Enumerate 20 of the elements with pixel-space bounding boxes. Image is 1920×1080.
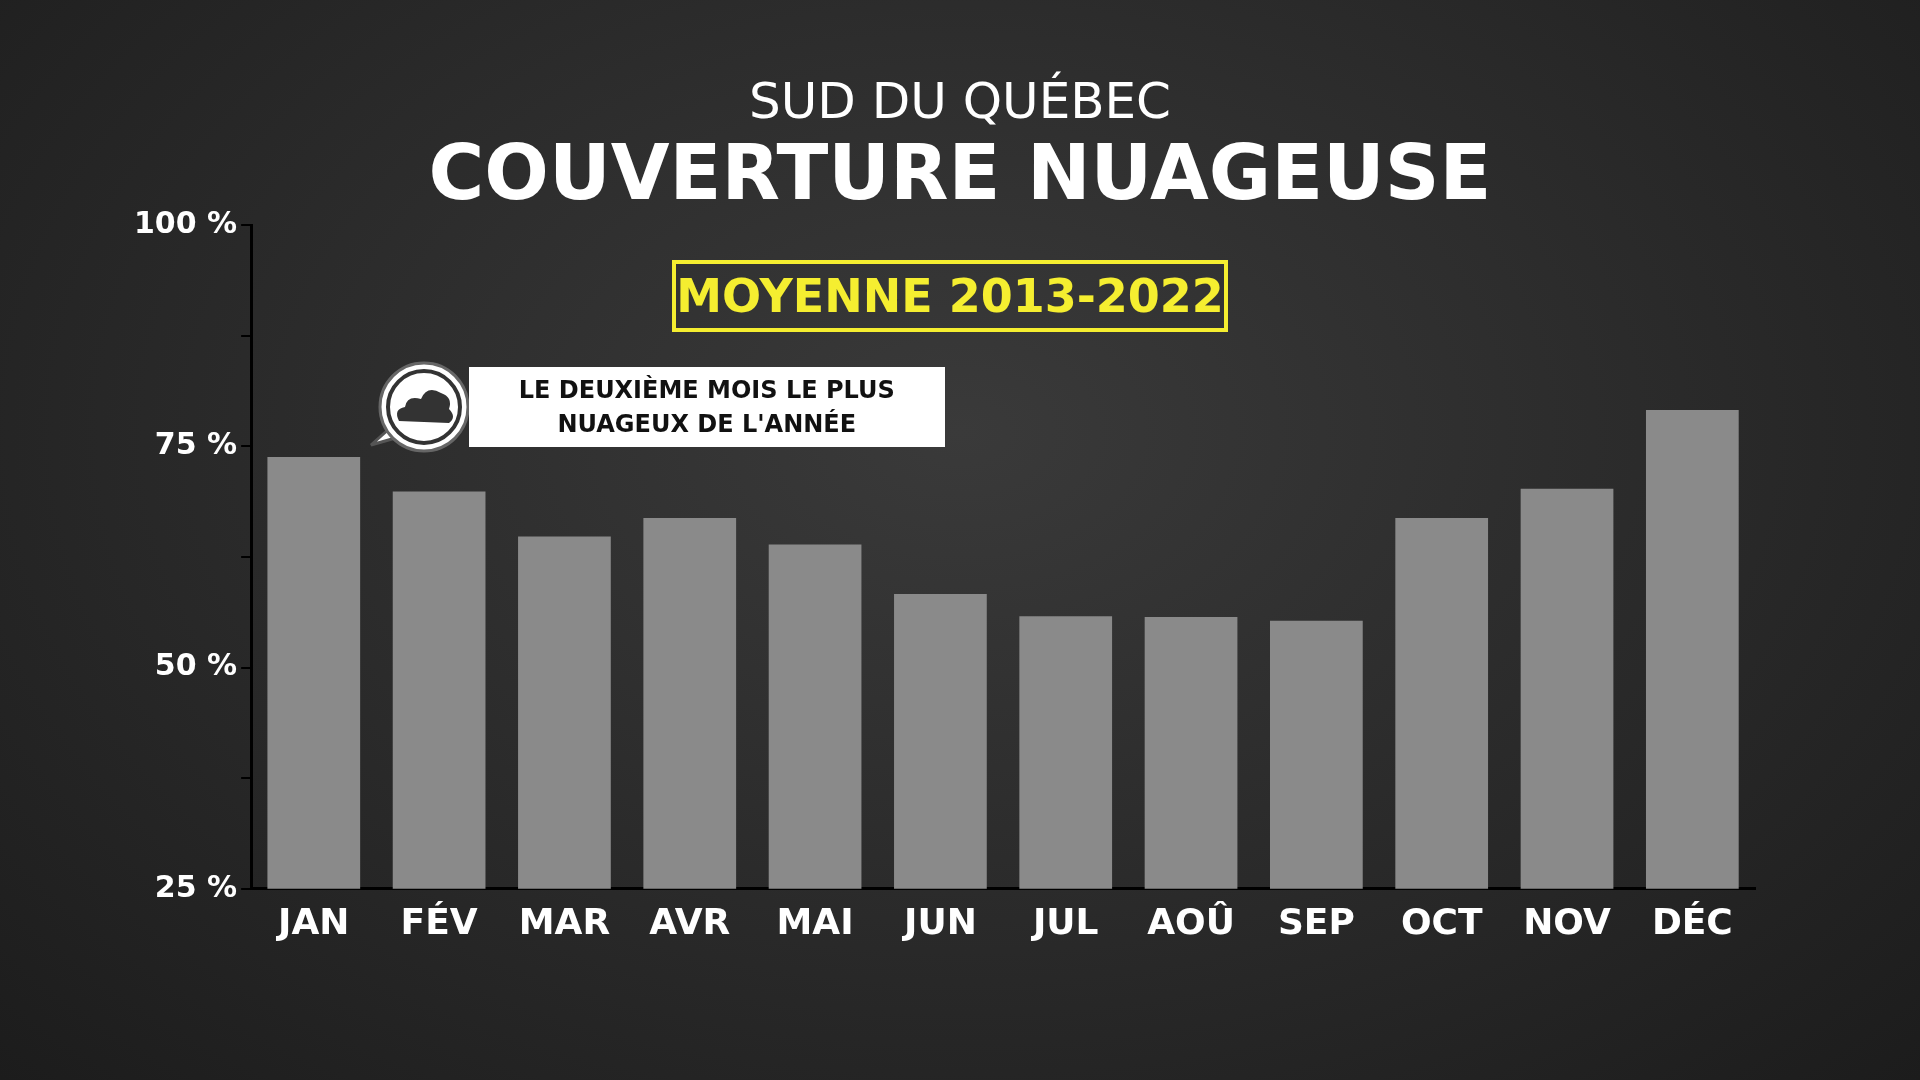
- x-tick-label: JUL: [1029, 900, 1099, 942]
- chart-title: COUVERTURE NUAGEUSE: [428, 128, 1492, 217]
- x-tick-label: MAI: [776, 900, 854, 942]
- annotation: MOYENNE 2013-2022: [672, 260, 1228, 332]
- y-tick-label: 75 %: [154, 426, 238, 462]
- x-tick-label: SEP: [1277, 900, 1355, 942]
- x-tick-label: AVR: [649, 900, 731, 942]
- x-tick-label: JUN: [901, 900, 977, 942]
- x-tick-label: NOV: [1523, 900, 1611, 942]
- x-tick-label: AOÛ: [1147, 900, 1235, 942]
- x-tick-label: MAR: [518, 900, 611, 942]
- y-tick-label: 25 %: [154, 868, 238, 904]
- x-tick-label: FÉV: [400, 900, 478, 942]
- x-tick-label: DÉC: [1651, 900, 1733, 942]
- y-tick-label: 100 %: [134, 204, 238, 240]
- x-tick-label: OCT: [1400, 900, 1483, 942]
- x-tick-label: JAN: [275, 900, 350, 942]
- chart-subtitle: SUD DU QUÉBEC: [747, 72, 1173, 130]
- annotation: LE DEUXIÈME MOIS LE PLUS NUAGEUX DE L'ANNÉE: [468, 366, 945, 447]
- y-tick-label: 50 %: [154, 647, 238, 683]
